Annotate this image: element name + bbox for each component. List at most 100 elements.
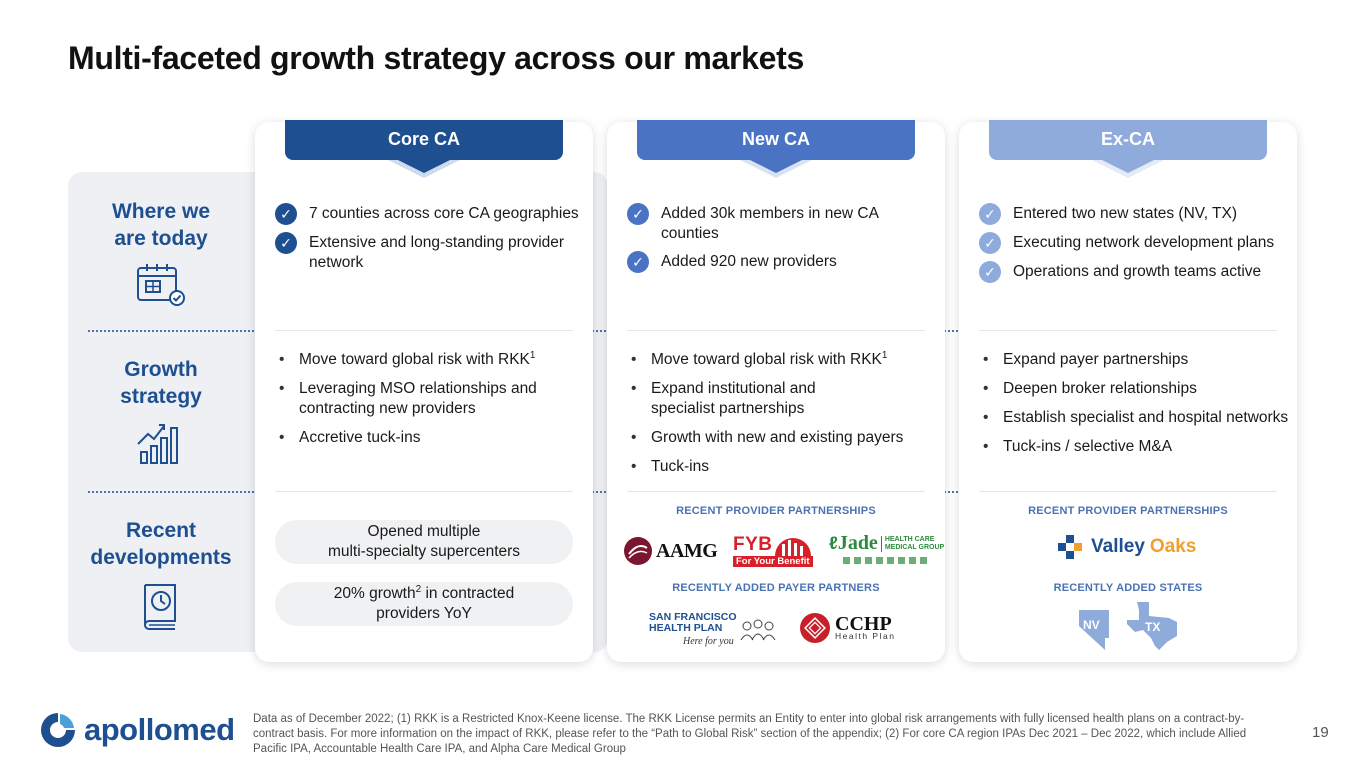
list-item: • Tuck-ins / selective M&A: [983, 438, 1173, 455]
bullet-text: Accretive tuck-ins: [299, 429, 421, 446]
check-text: Operations and growth teams active: [1013, 263, 1262, 280]
divider: [275, 330, 573, 331]
sfhp-tagline: Here for you: [683, 636, 734, 647]
list-item: • Accretive tuck-ins: [279, 429, 421, 446]
list-item: • Growth with new and existing payers: [631, 429, 904, 446]
check-text: Entered two new states (NV, TX): [1013, 205, 1237, 222]
checkmark-icon: ✓: [275, 203, 297, 225]
sfhp-wordmark: SAN FRANCISCO: [649, 611, 737, 623]
sfhp-people-icon: [740, 619, 775, 640]
book-clock-icon: [144, 584, 176, 630]
row-label-recent-line2: developments: [90, 546, 232, 569]
pill-text: providers YoY: [376, 605, 472, 622]
fyb-skyline-icon: [774, 538, 811, 556]
checkmark-icon: ✓: [979, 232, 1001, 254]
divider: [979, 330, 1277, 331]
check-text: Executing network development plans: [1013, 234, 1275, 251]
list-item: • Move toward global risk with RKK1: [631, 349, 888, 368]
page-title: Multi-faceted growth strategy across our…: [68, 40, 805, 76]
valley-oaks-logo: Valley Oaks: [1057, 534, 1196, 560]
bullet-text: Expand institutional and specialist part…: [651, 380, 816, 417]
footnote-ref: 2: [415, 583, 422, 595]
tab-ex-ca: Ex-CA: [989, 120, 1267, 160]
footnote-ref: 1: [529, 349, 536, 361]
calendar-icon: [137, 264, 185, 306]
row-label-today-line1: Where we: [111, 200, 211, 223]
fyb-tagline: For Your Benefit: [733, 556, 813, 567]
cchp-wordmark: CCHP: [835, 612, 892, 635]
tab-pointer: [1092, 160, 1164, 178]
bullet-text: Move toward global risk with RKK: [651, 351, 882, 368]
bullet-text: Leveraging MSO relationships and contrac…: [299, 380, 537, 417]
footnote-text: Data as of December 2022; (1) RKK is a R…: [253, 713, 1247, 755]
list-item: • Establish specialist and hospital netwo…: [983, 409, 1289, 426]
jade-chinese-characters: [843, 557, 944, 564]
jade-wordmark: Jade: [837, 532, 878, 554]
bullet-text: Tuck-ins / selective M&A: [1003, 438, 1173, 455]
jade-logo: ℓ Jade HEALTH CARE MEDICAL GROUP: [829, 532, 944, 564]
new-check-list: ✓ Added 30k members in new CA counties ✓…: [627, 203, 937, 281]
growth-chart-icon: [137, 424, 178, 464]
fyb-logo: FYB For Your Benefit: [733, 534, 813, 567]
list-item: ✓ Extensive and long-standing provider n…: [275, 232, 585, 273]
pill-text: in contracted: [421, 585, 515, 602]
nevada-map-icon: [1079, 610, 1109, 650]
aamg-emblem-icon: [624, 537, 652, 565]
pill-text: Opened multiple: [367, 523, 481, 540]
pill-text: 20% growth: [333, 585, 416, 602]
aamg-wordmark: AAMG: [656, 539, 718, 562]
row-label-recent: Recent developments: [68, 517, 254, 633]
bullet-text: Growth with new and existing payers: [651, 429, 904, 446]
bullet-text: Deepen broker relationships: [1003, 380, 1197, 397]
exca-bullet-list: • Expand payer partnerships • Deepen broke…: [983, 350, 1289, 466]
sfhp-wordmark: HEALTH PLAN: [649, 622, 723, 634]
bullet-text: Establish specialist and hospital networ…: [1003, 409, 1289, 426]
core-bullet-list: • Move toward global risk with RKK1 • Leve…: [279, 350, 585, 457]
section-heading-provider-partnerships: RECENT PROVIDER PARTNERSHIPS: [676, 505, 876, 517]
checkmark-icon: ✓: [627, 251, 649, 273]
tab-new-ca: New CA: [637, 120, 915, 160]
row-label-today: Where we are today: [68, 198, 254, 308]
valley-oaks-wordmark: Oaks: [1149, 536, 1197, 557]
list-item: ✓ Operations and growth teams active: [979, 261, 1289, 283]
apollomed-emblem-icon: [41, 713, 75, 747]
list-item: • Expand payer partnerships: [983, 351, 1189, 368]
new-bullet-list: • Move toward global risk with RKK1 • Expa…: [631, 350, 937, 486]
checkmark-icon: ✓: [275, 232, 297, 254]
tab-core-ca: Core CA: [285, 120, 563, 160]
row-label-recent-line1: Recent: [125, 519, 197, 542]
checkmark-icon: ✓: [979, 261, 1001, 283]
exca-check-list: ✓ Entered two new states (NV, TX) ✓ Exec…: [979, 203, 1289, 291]
footnote-ref: 1: [881, 349, 888, 361]
jade-tagline: MEDICAL GROUP: [884, 543, 945, 551]
section-heading-added-states: RECENTLY ADDED STATES: [1053, 582, 1203, 594]
list-item: • Leveraging MSO relationships and contra…: [279, 379, 585, 419]
cchp-logo: CCHP Health Plan: [799, 612, 895, 644]
tab-pointer: [388, 160, 460, 178]
row-label-growth-line1: Growth: [124, 358, 198, 381]
divider: [627, 491, 925, 492]
divider: [627, 330, 925, 331]
list-item: • Tuck-ins: [631, 458, 709, 475]
row-label-growth: Growth strategy: [68, 356, 254, 466]
state-label: TX: [1145, 620, 1161, 634]
check-text: Added 920 new providers: [661, 253, 837, 270]
checkmark-icon: ✓: [627, 203, 649, 225]
texas-map-icon: [1127, 602, 1177, 650]
state-texas: TX: [1125, 602, 1179, 652]
valley-oaks-wordmark: Valley: [1091, 536, 1145, 557]
page-number: 19: [1312, 724, 1329, 741]
core-check-list: ✓ 7 counties across core CA geographies …: [275, 203, 585, 281]
section-heading-provider-partnerships: RECENT PROVIDER PARTNERSHIPS: [1028, 505, 1228, 517]
valley-oaks-cross-icon: [1058, 535, 1082, 559]
list-item: • Move toward global risk with RKK1: [279, 349, 536, 368]
development-pill-supercenters: Opened multiple multi-specialty supercen…: [275, 520, 573, 564]
list-item: • Deepen broker relationships: [983, 380, 1197, 397]
cchp-emblem-icon: [800, 613, 830, 643]
check-text: 7 counties across core CA geographies: [309, 205, 579, 222]
list-item: ✓ Entered two new states (NV, TX): [979, 203, 1289, 225]
row-label-today-line2: are today: [114, 227, 208, 250]
checkmark-icon: ✓: [979, 203, 1001, 225]
brand-logo: apollomed: [38, 710, 235, 750]
list-item: • Expand institutional and specialist par…: [631, 379, 937, 419]
